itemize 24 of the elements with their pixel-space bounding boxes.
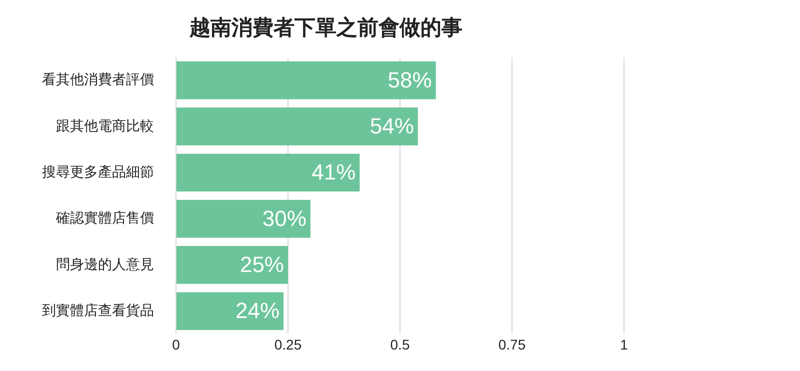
y-tick-label: 看其他消費者評價 [42,71,154,88]
data-label: 54% [370,114,414,139]
bar [176,61,436,100]
bar [176,108,418,146]
y-tick-label: 確認實體店售價 [55,210,154,226]
data-label: 30% [262,206,306,231]
x-tick-label: 0.5 [390,336,410,352]
x-tick-label: 0.25 [274,336,302,352]
y-tick-label: 跟其他電商比較 [56,117,154,134]
data-label: 25% [240,252,284,278]
x-tick-label: 0.75 [498,336,526,352]
bar [176,154,360,192]
data-label: 58% [388,67,432,92]
x-tick-label: 0 [172,336,180,352]
x-tick-label: 1 [620,336,628,352]
bar [176,246,288,284]
y-tick-label: 到實體店查看貨品 [42,302,154,318]
chart-title: 越南消費者下單之前會做的事 [188,15,462,40]
data-label: 41% [312,160,356,185]
bar [176,292,284,330]
bar [176,200,310,238]
y-tick-label: 搜尋更多產品細節 [42,163,154,180]
y-tick-label: 問身邊的人意見 [56,256,154,272]
data-label: 24% [235,298,280,324]
